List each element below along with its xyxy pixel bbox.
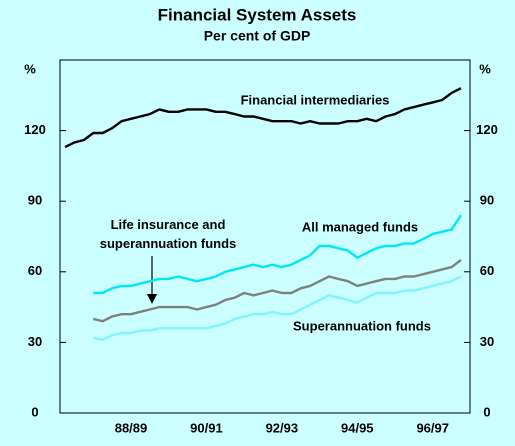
y-tick-label: 60 xyxy=(28,263,42,278)
y2-tick-label: 60 xyxy=(480,263,494,278)
annotation: All managed funds xyxy=(302,219,418,234)
x-tick-label: 94/95 xyxy=(341,420,374,435)
y-tick-label: 120 xyxy=(24,122,46,137)
x-tick-label: 90/91 xyxy=(190,420,223,435)
x-tick-label: 88/89 xyxy=(115,420,148,435)
y-tick-label: 90 xyxy=(28,193,42,208)
y2-tick-label: 30 xyxy=(480,334,494,349)
series-line xyxy=(93,275,462,342)
y2-tick-label: 90 xyxy=(480,193,494,208)
x-tick-label: 96/97 xyxy=(416,420,449,435)
chart-title: Financial System Assets xyxy=(158,5,357,24)
annotation: Life insurance and superannuation funds xyxy=(100,217,237,251)
series-line xyxy=(64,87,462,149)
annotation: Superannuation funds xyxy=(293,318,431,333)
plot-frame xyxy=(59,59,471,414)
y-tick-label: 0 xyxy=(31,404,38,419)
y2-tick-label: 0 xyxy=(483,404,490,419)
x-tick-label: 92/93 xyxy=(266,420,299,435)
series-line xyxy=(93,214,462,295)
y-axis-label: % xyxy=(24,61,36,76)
arrow-head xyxy=(147,294,157,304)
chart-subtitle: Per cent of GDP xyxy=(204,28,311,44)
y-tick-label: 30 xyxy=(28,334,42,349)
series-line xyxy=(93,259,462,323)
y2-tick-label: 120 xyxy=(476,122,498,137)
annotation-line: Life insurance and xyxy=(111,217,226,232)
annotation: Financial intermediaries xyxy=(241,92,390,107)
annotation-line: superannuation funds xyxy=(100,236,237,251)
y2-axis-label: % xyxy=(479,61,491,76)
